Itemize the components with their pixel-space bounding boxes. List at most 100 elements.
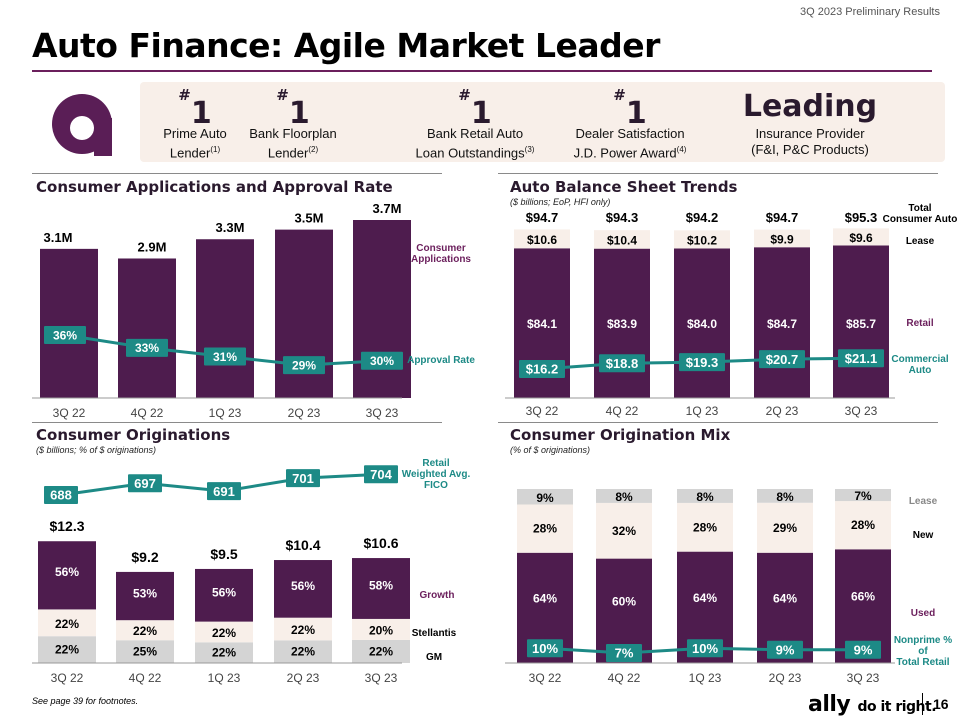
- commercial-label: $21.1: [845, 351, 878, 366]
- badge-rank-value: 1: [288, 96, 310, 131]
- balance-tick-1: 4Q 22: [606, 404, 639, 418]
- legend-fico-1: Weighted Avg.: [402, 469, 471, 480]
- applications-bar: [353, 220, 411, 398]
- badge-line2-text: Lender: [267, 145, 309, 161]
- originations-tick-3: 2Q 23: [287, 671, 320, 685]
- achievement-banner: [140, 82, 945, 162]
- nonprime-label: 10%: [532, 641, 558, 656]
- mix-tick-1: 4Q 22: [608, 671, 641, 685]
- retail-label: $83.9: [607, 317, 637, 331]
- mix-lease-label: 8%: [615, 490, 633, 504]
- legend-applications-1: Applications: [411, 254, 471, 265]
- badge-footnote: (1): [210, 145, 221, 154]
- new-label: 28%: [533, 522, 557, 536]
- growth-label: 56%: [291, 579, 315, 593]
- brand-slogan: do it right.: [857, 699, 937, 715]
- badge-line2-text: Lender: [169, 145, 211, 161]
- legend-nonprime-2: Total Retail: [896, 657, 949, 668]
- stellantis-label: 22%: [133, 624, 157, 638]
- badge-line2: Lender(2): [218, 142, 368, 161]
- lease-bar: [833, 228, 889, 246]
- growth-bar: [274, 560, 332, 618]
- growth-bar: [116, 571, 174, 621]
- approval-label: 30%: [370, 354, 394, 368]
- brand-wordmark: ally do it right.: [808, 692, 937, 717]
- originations-total-label: $9.2: [131, 549, 158, 565]
- nonprime-label: 7%: [615, 646, 634, 661]
- approval-label-box: [44, 326, 86, 344]
- mix-subtitle: (% of $ originations): [510, 445, 591, 455]
- page-title: Auto Finance: Agile Market Leader: [32, 26, 660, 65]
- used-label: 66%: [851, 589, 875, 603]
- applications-tick-3: 2Q 23: [288, 406, 321, 420]
- new-bar: [596, 502, 652, 559]
- legend-approval: Approval Rate: [407, 355, 475, 366]
- report-tag: 3Q 2023 Preliminary Results: [799, 6, 940, 18]
- stellantis-label: 22%: [291, 623, 315, 637]
- balance-tick-0: 3Q 22: [526, 404, 559, 418]
- badge-rank: #1: [555, 86, 705, 131]
- lease-bar: [594, 230, 650, 249]
- lease-label: $9.9: [770, 232, 794, 246]
- badge-line1: Dealer Satisfaction: [575, 126, 685, 141]
- legend-gm: GM: [426, 652, 442, 663]
- growth-label: 56%: [55, 565, 79, 579]
- retail-label: $84.7: [767, 317, 797, 331]
- brand-name: ally: [808, 692, 851, 717]
- growth-label: 56%: [212, 586, 236, 600]
- badge-rank-value: Leading: [742, 89, 878, 124]
- applications-label: 3.1M: [44, 230, 73, 245]
- applications-rule: [32, 173, 442, 174]
- applications-label: 3.5M: [295, 211, 324, 226]
- mix-tick-2: 1Q 23: [689, 671, 722, 685]
- originations-subtitle: ($ billions; % of $ originations): [36, 445, 157, 455]
- commercial-label: $16.2: [526, 362, 559, 377]
- legend-fico-2: FICO: [424, 480, 448, 491]
- title-rule: [32, 70, 932, 72]
- commercial-label-box: [838, 349, 884, 368]
- nonprime-label-box: [845, 640, 881, 659]
- badge-rank: Leading: [735, 88, 885, 126]
- badge-line1: Prime Auto: [163, 126, 227, 141]
- total-label: $94.7: [526, 210, 559, 225]
- nonprime-label-box: [527, 639, 563, 658]
- new-bar: [517, 504, 573, 553]
- legend-total: Total: [908, 203, 931, 214]
- legend-nonprime: Nonprime %: [894, 635, 952, 646]
- badge-hash: #: [613, 86, 626, 104]
- used-label: 64%: [693, 591, 717, 605]
- fico-label: 691: [213, 484, 235, 499]
- badge-label: Bank Retail Auto Loan Outstandings(3): [390, 126, 560, 161]
- stellantis-bar: [116, 620, 174, 641]
- badge-label: Bank Floorplan Lender(2): [218, 126, 368, 161]
- lease-bar: [514, 229, 570, 249]
- fico-label: 704: [370, 467, 392, 482]
- legend-stellantis: Stellantis: [412, 628, 457, 639]
- applications-label: 3.3M: [216, 220, 245, 235]
- balance-rule: [498, 173, 938, 174]
- gm-bar: [38, 636, 96, 663]
- legend-nonprime-1: of: [918, 646, 928, 657]
- growth-bar: [38, 541, 96, 610]
- stellantis-bar: [274, 617, 332, 641]
- fico-label-box: [44, 486, 78, 504]
- applications-bar: [118, 258, 176, 398]
- badge-rank-value: 1: [470, 96, 492, 131]
- mix-lease-bar: [517, 489, 573, 505]
- page-number: 16: [922, 693, 949, 715]
- approval-label: 31%: [213, 350, 237, 364]
- new-bar: [677, 502, 733, 552]
- stellantis-bar: [195, 621, 253, 643]
- approval-label: 29%: [292, 358, 316, 372]
- approval-label-box: [126, 338, 168, 357]
- fico-label: 701: [292, 471, 314, 486]
- stellantis-label: 22%: [55, 617, 79, 631]
- originations-tick-4: 3Q 23: [365, 671, 398, 685]
- stellantis-label: 22%: [212, 626, 236, 640]
- originations-tick-1: 4Q 22: [129, 671, 162, 685]
- commercial-label: $20.7: [766, 352, 799, 367]
- mix-tick-4: 3Q 23: [847, 671, 880, 685]
- badge-hash: #: [276, 86, 289, 104]
- mix-lease-bar: [757, 489, 813, 503]
